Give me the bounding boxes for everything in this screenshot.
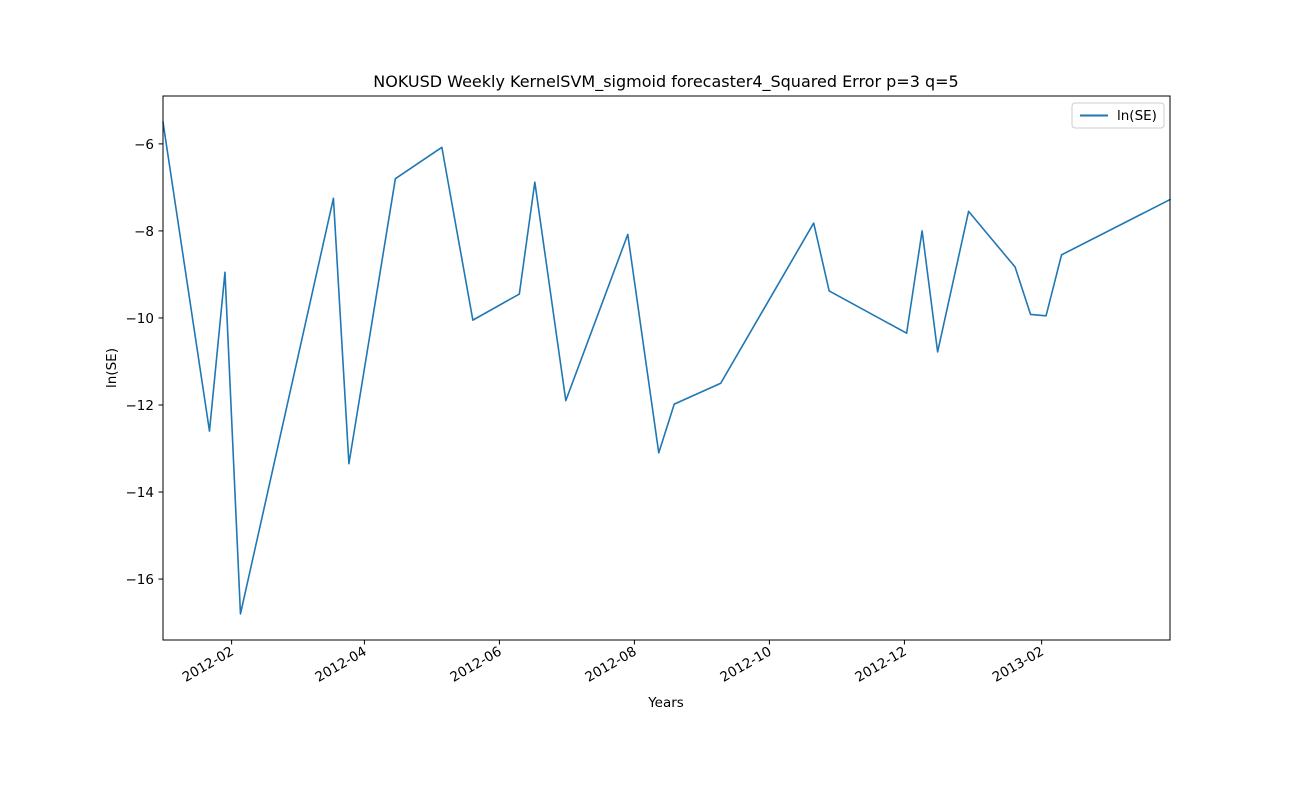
x-tick-label: 2012-08 xyxy=(583,644,640,686)
x-tick-label: 2012-02 xyxy=(180,644,237,686)
y-tick-label: −6 xyxy=(134,137,154,153)
y-tick-label: −16 xyxy=(126,572,155,588)
plot-frame xyxy=(162,95,1171,641)
plot-area: −6 −8 −10 −12 −14 −16 2012-02 2012-04 2012-06 201… xyxy=(126,95,1172,686)
y-tick-label: −10 xyxy=(126,311,155,327)
legend-box xyxy=(1071,102,1165,129)
y-axis-title: ln(SE) xyxy=(104,348,120,388)
legend: ln(SE) xyxy=(1071,102,1165,129)
series-line-0 xyxy=(162,121,1172,615)
legend-label: ln(SE) xyxy=(1117,108,1157,124)
x-tick-label: 2012-12 xyxy=(853,644,910,686)
x-tick-label: 2013-02 xyxy=(990,644,1047,686)
chart-title: NOKUSD Weekly KernelSVM_sigmoid forecast… xyxy=(373,72,958,92)
y-tick-label: −14 xyxy=(126,485,155,501)
y-tick-label: −8 xyxy=(134,224,154,240)
y-tick-label: −12 xyxy=(126,398,155,414)
x-tick-label: 2012-10 xyxy=(718,644,775,686)
x-tick-label: 2012-04 xyxy=(313,644,370,686)
x-axis-title: Years xyxy=(647,695,684,711)
x-tick-label: 2012-06 xyxy=(448,644,505,686)
